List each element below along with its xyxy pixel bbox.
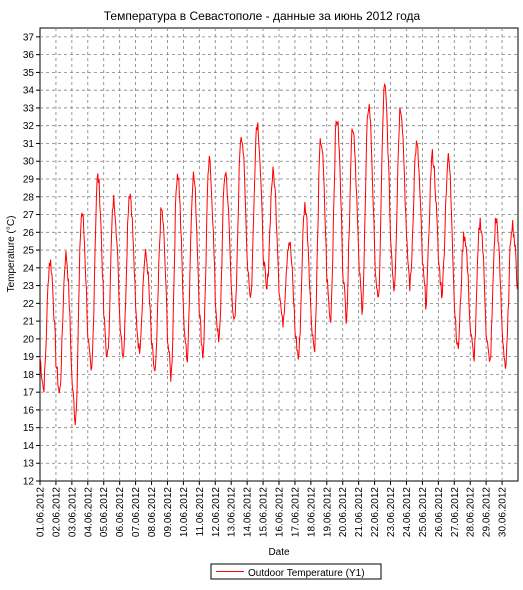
x-tick-label: 02.06.2012 bbox=[51, 487, 62, 537]
legend-box bbox=[210, 563, 382, 580]
x-tick-label: 25.06.2012 bbox=[418, 487, 429, 537]
legend-label: Outdoor Temperature (Y1) bbox=[248, 568, 365, 579]
x-tick-label: 27.06.2012 bbox=[450, 487, 461, 537]
y-tick-label: 31 bbox=[23, 139, 35, 150]
y-tick-label: 36 bbox=[23, 50, 35, 61]
x-axis-ticks: 01.06.2012 02.06.2012 03.06.2012 04.06.2012… bbox=[36, 481, 509, 537]
y-tick-label: 27 bbox=[23, 210, 35, 221]
x-tick-label: 17.06.2012 bbox=[290, 487, 301, 537]
x-tick-label: 22.06.2012 bbox=[370, 487, 381, 537]
y-axis-ticks: 12 13 14 15 16 17 18 19 20 21 22 23 24 25 26 27 28 29 30 31… bbox=[23, 32, 40, 488]
x-tick-label: 20.06.2012 bbox=[338, 487, 349, 537]
y-tick-label: 15 bbox=[23, 423, 35, 434]
x-tick-label: 19.06.2012 bbox=[322, 487, 333, 537]
x-tick-label: 07.06.2012 bbox=[131, 487, 142, 537]
y-tick-label: 21 bbox=[23, 317, 35, 328]
x-tick-label: 10.06.2012 bbox=[179, 487, 190, 537]
y-tick-label: 35 bbox=[23, 68, 35, 79]
x-tick-label: 05.06.2012 bbox=[99, 487, 110, 537]
y-tick-label: 19 bbox=[23, 352, 35, 363]
y-tick-label: 29 bbox=[23, 175, 35, 186]
y-tick-label: 30 bbox=[23, 157, 35, 168]
x-tick-label: 04.06.2012 bbox=[83, 487, 94, 537]
series-line-outdoor-temperature bbox=[39, 82, 518, 426]
y-tick-label: 28 bbox=[23, 192, 35, 203]
y-tick-label: 14 bbox=[23, 441, 35, 452]
x-tick-label: 16.06.2012 bbox=[275, 487, 286, 537]
x-tick-label: 14.06.2012 bbox=[243, 487, 254, 537]
y-tick-label: 12 bbox=[23, 477, 35, 488]
y-tick-label: 16 bbox=[23, 405, 35, 416]
x-tick-label: 08.06.2012 bbox=[147, 487, 158, 537]
x-tick-label: 13.06.2012 bbox=[227, 487, 238, 537]
x-tick-label: 28.06.2012 bbox=[466, 487, 477, 537]
y-tick-label: 18 bbox=[23, 370, 35, 381]
x-tick-label: 29.06.2012 bbox=[482, 487, 493, 537]
x-tick-label: 12.06.2012 bbox=[211, 487, 222, 537]
y-tick-label: 25 bbox=[23, 246, 35, 257]
x-tick-label: 06.06.2012 bbox=[115, 487, 126, 537]
x-tick-label: 01.06.2012 bbox=[36, 487, 47, 537]
x-tick-label: 15.06.2012 bbox=[259, 487, 270, 537]
chart-title: Температура в Севастополе - данные за ию… bbox=[104, 9, 421, 23]
y-tick-label: 32 bbox=[23, 121, 35, 132]
y-tick-label: 33 bbox=[23, 103, 35, 114]
y-tick-label: 23 bbox=[23, 281, 35, 292]
x-tick-label: 24.06.2012 bbox=[402, 487, 413, 537]
x-tick-label: 11.06.2012 bbox=[195, 487, 206, 537]
x-tick-label: 30.06.2012 bbox=[498, 487, 509, 537]
x-tick-label: 21.06.2012 bbox=[354, 487, 365, 537]
y-tick-label: 13 bbox=[23, 459, 35, 470]
y-tick-label: 24 bbox=[23, 263, 35, 274]
y-tick-label: 26 bbox=[23, 228, 35, 239]
y-tick-label: 17 bbox=[23, 388, 35, 399]
y-tick-label: 34 bbox=[23, 86, 35, 97]
y-tick-label: 22 bbox=[23, 299, 35, 310]
y-axis-label: Temperature (°C) bbox=[6, 216, 17, 293]
x-tick-label: 03.06.2012 bbox=[67, 487, 78, 537]
legend: Outdoor Temperature (Y1) bbox=[210, 563, 382, 580]
y-tick-label: 20 bbox=[23, 334, 35, 345]
x-tick-label: 23.06.2012 bbox=[386, 487, 397, 537]
y-tick-label: 37 bbox=[23, 32, 35, 43]
x-axis-label: Date bbox=[268, 547, 290, 558]
x-tick-label: 18.06.2012 bbox=[306, 487, 317, 537]
x-tick-label: 09.06.2012 bbox=[163, 487, 174, 537]
x-tick-label: 26.06.2012 bbox=[434, 487, 445, 537]
